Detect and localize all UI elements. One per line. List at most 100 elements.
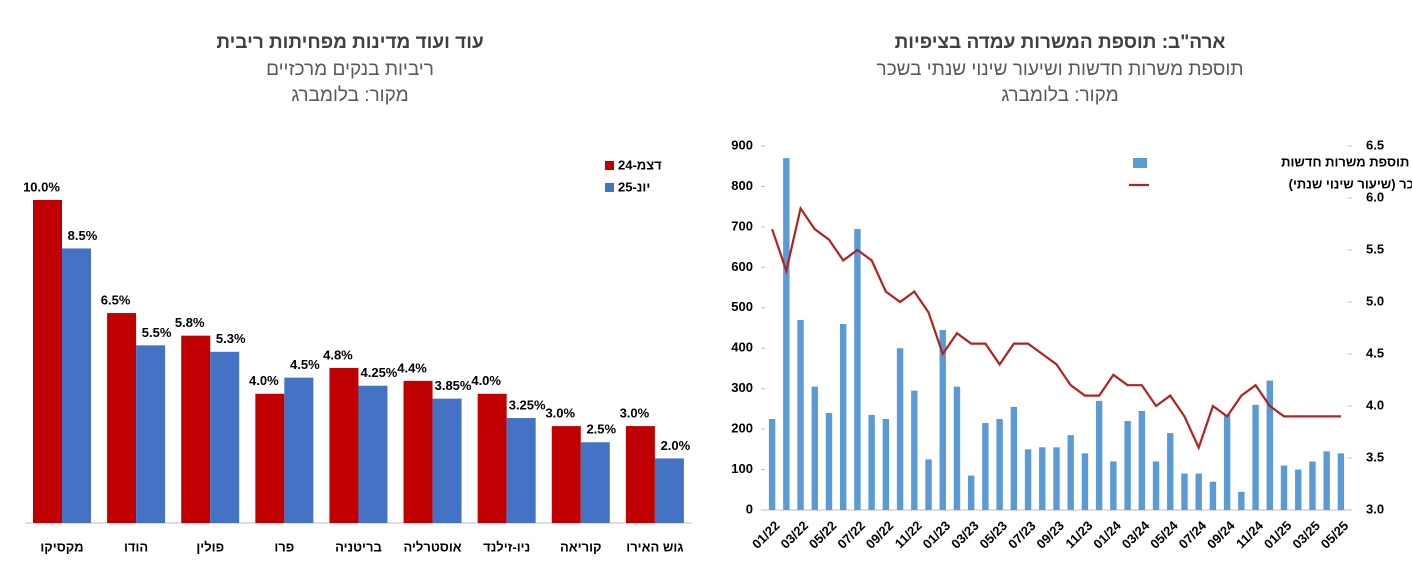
- bar: [811, 386, 818, 510]
- bar: [210, 351, 240, 523]
- x-tick-label: 03/25: [1289, 518, 1323, 552]
- value-label: 10.0%: [23, 179, 60, 194]
- bar: [1081, 453, 1089, 510]
- x-tick-label: 03/24: [1119, 517, 1153, 551]
- value-label: 4.4%: [397, 360, 427, 375]
- bar: [1053, 447, 1060, 510]
- chart-subtitle: תוספת משרות חדשות ושיעור שינוי שנתי בשכר: [877, 59, 1244, 80]
- x-tick-label: 01/22: [749, 518, 783, 552]
- x-tick-label: ניו-זילנד: [483, 539, 530, 554]
- bar: [654, 458, 684, 523]
- value-label: 4.0%: [249, 373, 279, 388]
- bar: [1124, 421, 1131, 510]
- value-label: 5.5%: [142, 325, 172, 340]
- y-tick-label: 200: [731, 421, 753, 436]
- bar: [107, 313, 137, 523]
- bar: [255, 393, 285, 523]
- legend-label: יונ-25: [618, 179, 650, 194]
- value-label: 3.0%: [545, 406, 575, 421]
- value-label: 3.25%: [509, 397, 546, 412]
- bar: [432, 398, 462, 523]
- x-tick-label: 05/23: [977, 518, 1011, 552]
- bar: [939, 330, 946, 510]
- bar: [1110, 461, 1117, 510]
- bar: [967, 475, 975, 510]
- bar: [1039, 447, 1046, 510]
- y-tick-label: 100: [731, 461, 753, 476]
- x-tick-label: 09/24: [1204, 517, 1238, 551]
- x-tick-label: 01/23: [920, 518, 954, 552]
- bar: [840, 323, 847, 510]
- y2-tick-label: 5.0: [1366, 293, 1384, 308]
- value-label: 3.0%: [620, 406, 650, 421]
- bar: [797, 319, 804, 510]
- bar: [1223, 414, 1231, 510]
- value-label: 5.8%: [175, 315, 205, 330]
- chart-source: מקור: בלומברג: [291, 85, 408, 106]
- bar: [768, 419, 776, 510]
- x-tick-label: 03/23: [948, 518, 982, 552]
- x-tick-label: 07/24: [1176, 517, 1210, 551]
- x-tick-label: הודו: [124, 539, 148, 554]
- bar: [925, 459, 932, 510]
- y2-tick-label: 3.5: [1366, 449, 1384, 464]
- bar: [854, 228, 861, 510]
- bar: [506, 418, 536, 523]
- x-tick-label: 05/22: [806, 518, 840, 552]
- y-tick-label: 500: [731, 299, 753, 314]
- y2-tick-label: 6.5: [1366, 137, 1384, 152]
- y-tick-label: 0: [746, 501, 753, 516]
- bar: [181, 335, 211, 523]
- bar: [996, 419, 1003, 510]
- y2-tick-label: 5.5: [1366, 241, 1384, 256]
- bar: [403, 380, 433, 523]
- x-tick-label: 11/24: [1233, 517, 1267, 551]
- bar: [1309, 461, 1316, 510]
- x-tick-label: גוש האירו: [626, 539, 683, 554]
- x-tick-label: 05/24: [1147, 517, 1181, 551]
- x-tick-label: 01/24: [1090, 517, 1124, 551]
- bar: [136, 345, 166, 523]
- legend-swatch: [1133, 158, 1147, 168]
- bar: [1181, 473, 1188, 510]
- bar: [1323, 451, 1330, 510]
- bar: [1152, 461, 1160, 510]
- legend-label: שכר (שיעור שינוי שנתי): [1289, 176, 1412, 191]
- value-label: 2.5%: [586, 422, 616, 437]
- y-tick-label: 900: [731, 137, 753, 152]
- bar: [825, 412, 833, 510]
- y-tick-label: 800: [731, 178, 753, 193]
- bar: [1337, 453, 1345, 510]
- bar: [1295, 469, 1302, 510]
- bar: [868, 414, 875, 510]
- x-tick-label: פרו: [274, 539, 294, 554]
- value-label: 2.0%: [661, 438, 691, 453]
- bar: [1010, 406, 1018, 510]
- y2-tick-label: 6.0: [1366, 189, 1384, 204]
- bar: [329, 367, 359, 523]
- x-tick-label: בריטניה: [335, 539, 382, 554]
- chart-title: עוד ועוד מדינות מפחיתות ריבית: [216, 32, 483, 53]
- bar: [477, 393, 507, 523]
- legend-swatch: [605, 183, 614, 192]
- bar: [284, 377, 314, 523]
- y-tick-label: 700: [731, 218, 753, 233]
- bar: [982, 423, 989, 510]
- bar: [580, 442, 610, 523]
- bar: [33, 200, 62, 523]
- x-tick-label: 07/23: [1005, 518, 1039, 552]
- legend-swatch: [605, 161, 614, 170]
- x-tick-label: 07/22: [834, 518, 868, 552]
- value-label: 4.5%: [290, 357, 320, 372]
- x-tick-label: פולין: [196, 539, 224, 554]
- bar: [1095, 400, 1103, 510]
- y-tick-label: 400: [731, 340, 753, 355]
- bar: [62, 248, 91, 523]
- bar: [882, 419, 890, 510]
- y2-tick-label: 3.0: [1366, 501, 1384, 516]
- value-label: 8.5%: [68, 228, 98, 243]
- bar: [625, 426, 655, 523]
- x-tick-label: 01/25: [1261, 518, 1295, 552]
